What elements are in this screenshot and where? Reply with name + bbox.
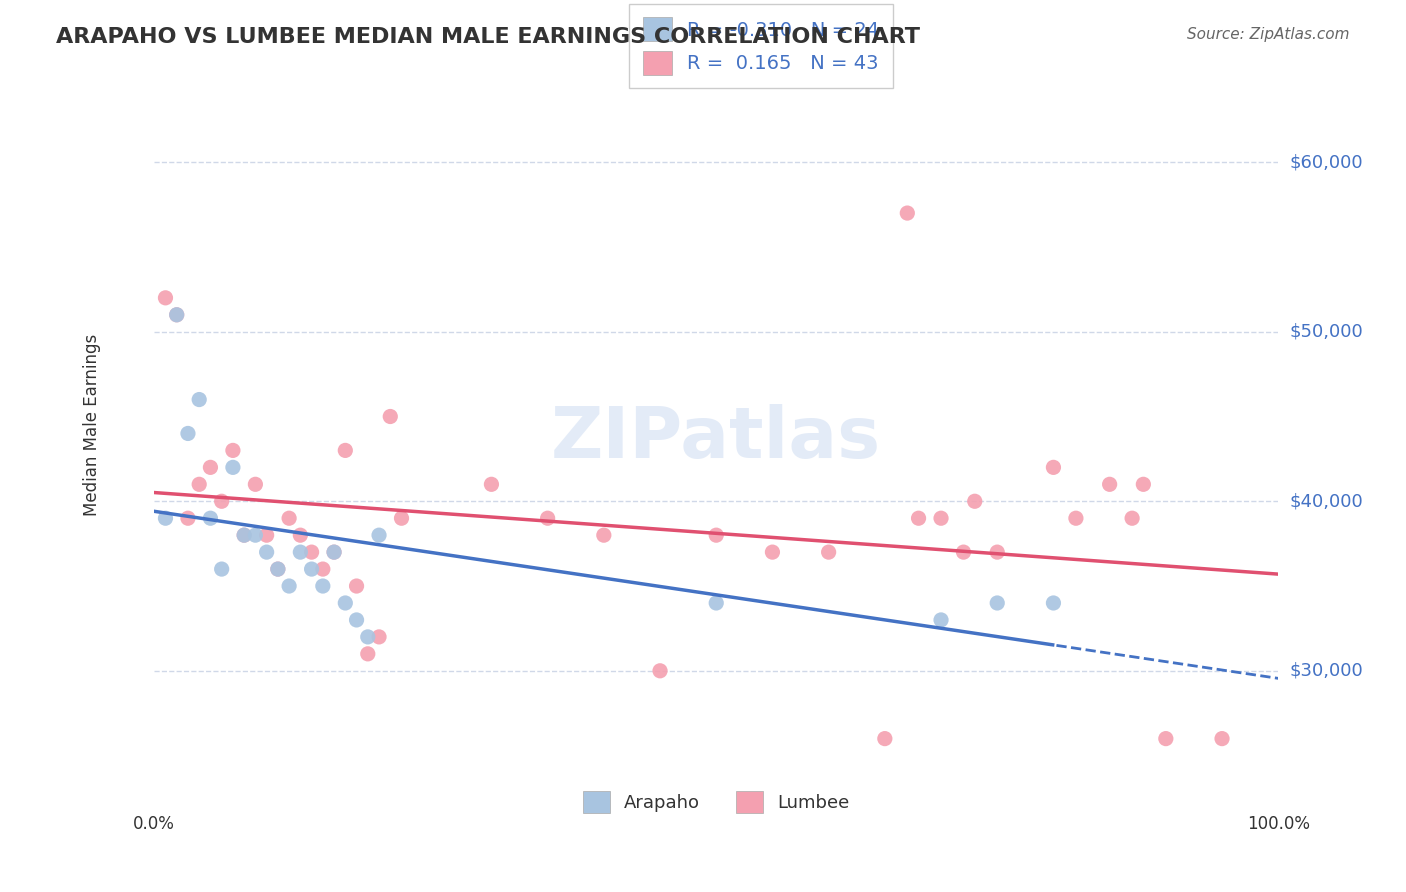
Text: ARAPAHO VS LUMBEE MEDIAN MALE EARNINGS CORRELATION CHART: ARAPAHO VS LUMBEE MEDIAN MALE EARNINGS C… [56,27,921,46]
Point [166,308,188,322]
Point [380,409,402,424]
Point [1042,596,1064,610]
Point [1121,511,1143,525]
Point [312,562,335,576]
Point [1154,731,1177,746]
Point [873,731,896,746]
Text: 0.0%: 0.0% [134,815,176,833]
Point [1064,511,1087,525]
Text: 100.0%: 100.0% [1247,815,1310,833]
Point [323,545,346,559]
Point [368,630,391,644]
Point [346,579,368,593]
Point [278,511,301,525]
Text: ZIPatlas: ZIPatlas [551,404,882,474]
Point [963,494,986,508]
Point [301,562,323,576]
Point [233,528,256,542]
Point [155,291,177,305]
Point [481,477,503,491]
Point [907,511,929,525]
Point [267,562,290,576]
Point [1211,731,1233,746]
Text: $30,000: $30,000 [1289,662,1364,680]
Point [1132,477,1154,491]
Point [188,392,211,407]
Point [817,545,839,559]
Text: $60,000: $60,000 [1289,153,1362,171]
Point [929,511,952,525]
Point [177,511,200,525]
Point [391,511,413,525]
Point [188,477,211,491]
Point [222,460,245,475]
Point [323,545,346,559]
Point [301,545,323,559]
Point [704,596,727,610]
Point [267,562,290,576]
Text: Median Male Earnings: Median Male Earnings [83,334,101,516]
Point [952,545,974,559]
Point [986,545,1008,559]
Point [536,511,558,525]
Point [312,579,335,593]
Point [368,528,391,542]
Legend: Arapaho, Lumbee: Arapaho, Lumbee [569,779,862,826]
Point [290,545,312,559]
Point [704,528,727,542]
Point [1098,477,1121,491]
Point [278,579,301,593]
Point [200,511,222,525]
Point [245,528,267,542]
Point [1042,460,1064,475]
Text: $40,000: $40,000 [1289,492,1364,510]
Point [222,443,245,458]
Point [896,206,918,220]
Point [648,664,671,678]
Point [346,613,368,627]
Point [256,528,278,542]
Point [256,545,278,559]
Point [357,630,380,644]
Point [335,596,357,610]
Point [211,562,233,576]
Point [290,528,312,542]
Point [245,477,267,491]
Point [986,596,1008,610]
Point [592,528,614,542]
Point [233,528,256,542]
Point [155,511,177,525]
Point [200,460,222,475]
Point [211,494,233,508]
Point [166,308,188,322]
Point [761,545,783,559]
Point [929,613,952,627]
Text: $50,000: $50,000 [1289,323,1364,341]
Text: Source: ZipAtlas.com: Source: ZipAtlas.com [1187,27,1350,42]
Point [357,647,380,661]
Point [177,426,200,441]
Point [335,443,357,458]
